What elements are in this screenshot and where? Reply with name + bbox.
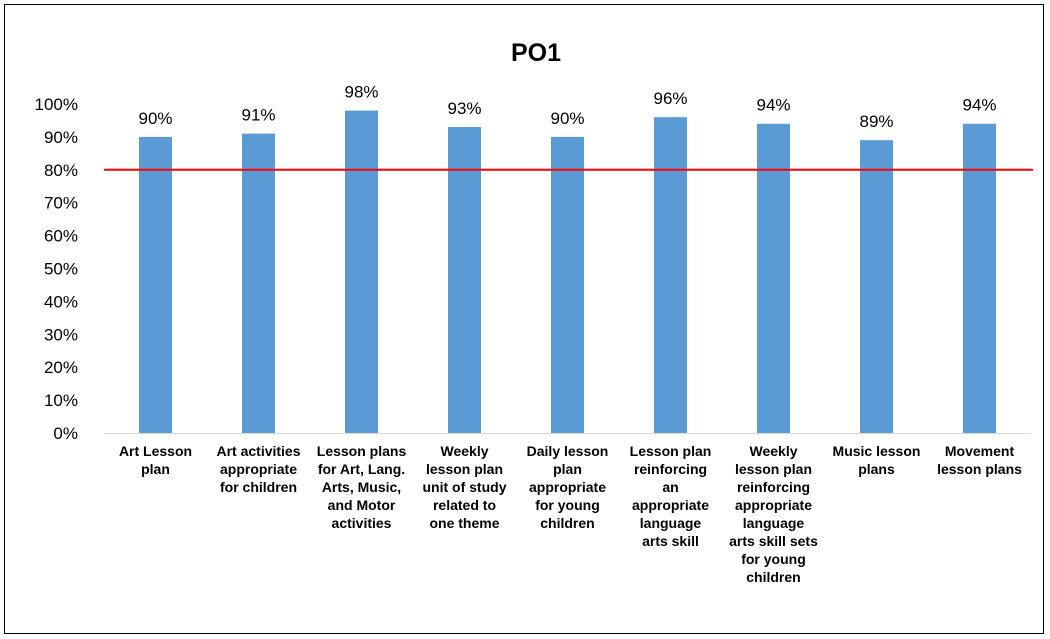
bar <box>139 136 172 433</box>
y-tick-label: 10% <box>44 391 78 410</box>
category-label: Weekly lesson plan reinforcing appropriate l… <box>729 443 818 585</box>
y-tick-label: 70% <box>44 194 78 213</box>
bar <box>551 136 584 433</box>
chart-title: PO1 <box>511 39 561 67</box>
category-label: Movement lesson plans <box>937 443 1022 477</box>
bar-series <box>139 110 996 434</box>
category-label: Art Lesson plan <box>119 443 192 477</box>
category-label: Lesson plan reinforcing an appropriate langu… <box>630 443 712 549</box>
bar <box>242 133 275 434</box>
y-tick-label: 50% <box>44 260 78 279</box>
y-axis-ticks: 0% 10% 20% 30% 40% 50% 60% 70% 80% 90% 100% <box>35 95 78 443</box>
bar <box>448 127 481 433</box>
y-tick-label: 30% <box>44 325 78 344</box>
category-label: Daily lesson plan appropriate for young chil… <box>527 443 609 531</box>
data-label: 93% <box>447 99 481 118</box>
bar <box>757 123 790 434</box>
bar <box>860 140 893 433</box>
y-tick-label: 60% <box>44 227 78 246</box>
data-label: 90% <box>550 109 584 128</box>
data-label: 94% <box>962 96 996 115</box>
bar <box>654 117 687 433</box>
y-tick-label: 20% <box>44 358 78 377</box>
data-labels: 90% 91% 98% 93% 90% 96% 94% 89% 94% <box>138 83 996 132</box>
category-label: Lesson plans for Art, Lang. Arts, Music, an… <box>317 443 407 531</box>
y-tick-label: 80% <box>44 161 78 180</box>
data-label: 94% <box>756 96 790 115</box>
y-tick-label: 100% <box>35 95 78 114</box>
category-labels: Art Lesson plan Art activities appropriate f… <box>119 443 1022 585</box>
data-label: 91% <box>241 106 275 125</box>
y-tick-label: 0% <box>53 424 78 443</box>
category-label: Music lesson plans <box>833 443 921 477</box>
data-label: 89% <box>859 112 893 131</box>
bar <box>345 110 378 433</box>
data-label: 90% <box>138 109 172 128</box>
data-label: 96% <box>653 89 687 108</box>
category-label: Weekly lesson plan unit of study related to… <box>423 443 507 531</box>
y-tick-label: 90% <box>44 128 78 147</box>
chart-canvas: PO1 0% 10% 20% 30% 40% 50% 60% 70% 80% 90% 100% 90… <box>35 39 1033 585</box>
chart-frame: PO1 0% 10% 20% 30% 40% 50% 60% 70% 80% 90% 100% 90… <box>4 4 1044 634</box>
y-tick-label: 40% <box>44 292 78 311</box>
category-label: Art activities appropriate for children <box>216 443 300 495</box>
data-label: 98% <box>344 83 378 102</box>
bar <box>963 123 996 434</box>
